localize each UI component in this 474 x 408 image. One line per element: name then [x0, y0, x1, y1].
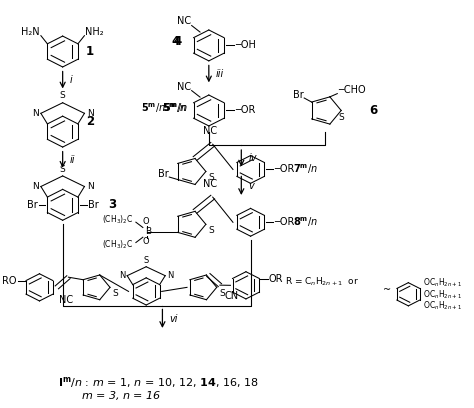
Text: Br: Br: [88, 200, 99, 210]
Text: (CH$_3$)$_2$C: (CH$_3$)$_2$C: [102, 238, 134, 251]
Text: OC$_n$H$_{2n+1}$: OC$_n$H$_{2n+1}$: [423, 288, 463, 301]
Text: NH₂: NH₂: [85, 27, 104, 37]
Text: vi: vi: [169, 314, 178, 324]
Text: ─OR: ─OR: [274, 217, 294, 227]
Text: i: i: [70, 75, 73, 85]
Text: 1: 1: [86, 45, 94, 58]
Text: (CH$_3$)$_2$C: (CH$_3$)$_2$C: [102, 214, 134, 226]
Text: $\mathbf{5^{m}}$$\mathit{/n}$: $\mathbf{5^{m}}$$\mathit{/n}$: [163, 102, 188, 115]
Text: NC: NC: [177, 16, 191, 27]
Text: iii: iii: [216, 69, 224, 79]
Text: ─OR: ─OR: [235, 106, 255, 115]
Text: S: S: [208, 226, 214, 235]
Text: Br: Br: [158, 169, 168, 179]
Text: S: S: [60, 164, 65, 173]
Text: N: N: [87, 182, 93, 191]
Text: O: O: [143, 237, 149, 246]
Text: B: B: [146, 227, 152, 236]
Text: ii: ii: [70, 155, 75, 165]
Text: $m$ = 3, $n$ = 16: $m$ = 3, $n$ = 16: [81, 388, 162, 401]
Text: ─CHO: ─CHO: [338, 85, 366, 95]
Text: Br: Br: [292, 90, 303, 100]
Text: S: S: [208, 173, 214, 182]
Text: iv: iv: [248, 153, 257, 163]
Text: $\mathbf{8^{m}}$$\mathit{/n}$: $\mathbf{8^{m}}$$\mathit{/n}$: [293, 215, 319, 229]
Text: N: N: [32, 182, 38, 191]
Text: NC: NC: [203, 179, 218, 189]
Text: 3: 3: [108, 198, 116, 211]
Text: $\mathbf{5^m}$$\mathit{/n}$: $\mathbf{5^m}$$\mathit{/n}$: [164, 102, 189, 115]
Text: ─OR: ─OR: [274, 164, 294, 175]
Text: 6: 6: [369, 104, 377, 117]
Text: 4: 4: [173, 35, 182, 48]
Text: S: S: [60, 91, 65, 100]
Text: $\mathbf{I^{m}}$$\mathit{/n}$ : $m$ = 1, $n$ = 10, 12, $\mathbf{14}$, 16, 18: $\mathbf{I^{m}}$$\mathit{/n}$ : $m$ = 1,…: [58, 375, 259, 390]
Text: N: N: [87, 109, 93, 118]
Text: Br: Br: [27, 200, 37, 210]
Text: v: v: [248, 181, 254, 191]
Text: 2: 2: [86, 115, 94, 129]
Text: OR: OR: [269, 273, 283, 284]
Text: S: S: [144, 256, 149, 265]
Text: OC$_n$H$_{2n+1}$: OC$_n$H$_{2n+1}$: [423, 299, 463, 312]
Text: S: S: [112, 289, 118, 298]
Text: N: N: [119, 271, 125, 280]
Text: 4: 4: [171, 35, 180, 48]
Text: S: S: [219, 289, 225, 298]
Text: $\mathbf{7^{m}}$$\mathit{/n}$: $\mathbf{7^{m}}$$\mathit{/n}$: [293, 163, 319, 176]
Text: OC$_n$H$_{2n+1}$: OC$_n$H$_{2n+1}$: [423, 277, 463, 289]
Text: CN: CN: [225, 291, 239, 301]
Text: S: S: [338, 113, 344, 122]
Text: NC: NC: [59, 295, 73, 306]
Text: NC: NC: [177, 82, 191, 91]
Text: O: O: [143, 217, 149, 226]
Text: N: N: [167, 271, 173, 280]
Text: $\mathbf{5^{m}}$/$\mathit{n}$: $\mathbf{5^{m}}$/$\mathit{n}$: [141, 102, 166, 115]
Text: ─OH: ─OH: [235, 40, 255, 51]
Text: N: N: [32, 109, 38, 118]
Text: RO: RO: [2, 275, 17, 286]
Text: ~: ~: [383, 285, 392, 295]
Text: R = C$_n$H$_{2n+1}$  or: R = C$_n$H$_{2n+1}$ or: [285, 275, 359, 288]
Text: H₂N: H₂N: [21, 27, 40, 37]
Text: NC: NC: [203, 126, 218, 136]
